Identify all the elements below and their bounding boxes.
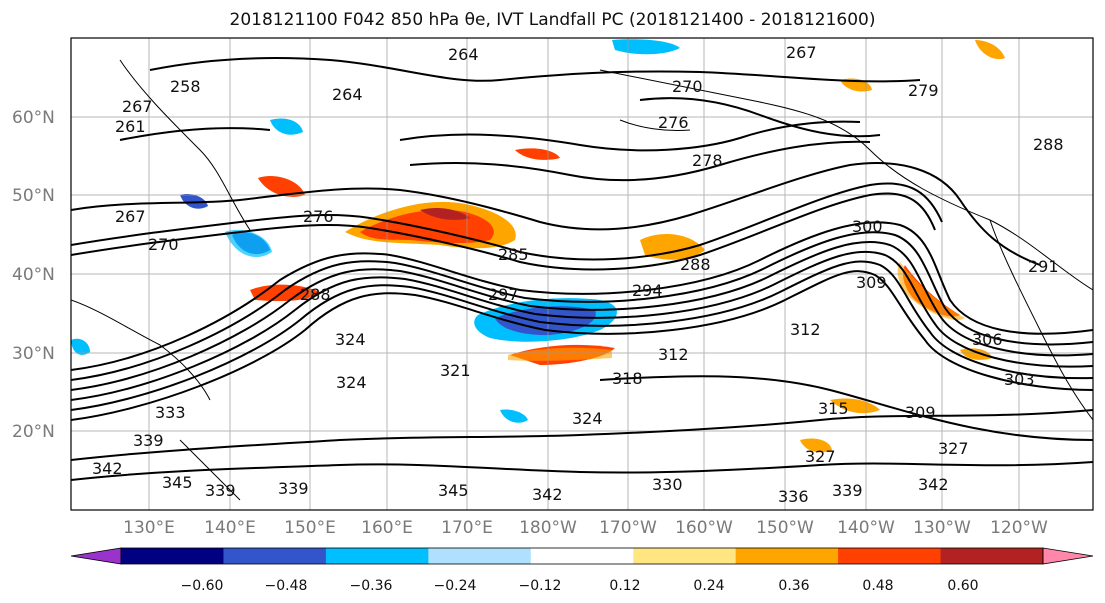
latitude-labels: 60°N 50°N 40°N 30°N 20°N [12,108,55,442]
contour-label: 321 [440,361,471,380]
map-title: 2018121100 F042 850 hPa θe, IVT Landfall… [229,10,876,30]
colorbar-tick-label: 0.60 [947,578,978,594]
contour-label: 309 [856,273,887,292]
contour-label: 339 [133,431,164,450]
contour-label: 258 [170,77,201,96]
lon-label: 160°E [361,518,413,538]
colorbar-tick-label: −0.12 [519,578,562,594]
colorbar-outline [120,547,1044,565]
contour-label: 312 [790,320,821,339]
lon-label: 180°W [519,518,577,538]
lon-label: 160°W [675,518,733,538]
contour-label: 264 [332,85,363,104]
lat-label: 40°N [12,265,55,285]
colorbar-extend-low [70,547,122,565]
colorbar: −0.60 −0.48 −0.36 −0.24 −0.12 0.12 0.24 … [70,547,1094,594]
lon-label: 130°E [123,518,175,538]
lat-label: 60°N [12,108,55,128]
colorbar-tick-label: −0.60 [181,578,224,594]
lat-label: 30°N [12,344,55,364]
contour-label: 342 [92,459,123,478]
contour-label: 261 [115,117,146,136]
longitude-labels: 130°E 140°E 150°E 160°E 170°E 180°W 170°… [123,518,1048,538]
colorbar-segment [530,548,634,564]
colorbar-tick-label: 0.36 [778,578,809,594]
contour-label: 315 [818,399,849,418]
contour-label: 267 [786,43,817,62]
theta-e-contours [71,57,1093,481]
contour-label: 294 [632,281,663,300]
lon-label: 130°W [913,518,971,538]
lon-label: 170°W [599,518,657,538]
contour-label: 303 [1004,370,1035,389]
colorbar-tick-label: 0.24 [693,578,724,594]
contour-label: 264 [448,45,479,64]
map-frame [70,37,1094,511]
contour-label: 288 [680,255,711,274]
contour-label: 267 [115,207,146,226]
contour-label: 276 [658,113,689,132]
colorbar-tick-label: −0.36 [350,578,393,594]
contour-label: 270 [672,77,703,96]
contour-label: 345 [438,481,469,500]
colorbar-segment [838,548,942,564]
contour-label: 297 [488,285,519,304]
contour-label: 318 [612,369,643,388]
contour-label: 285 [498,245,529,264]
contour-label: 278 [692,151,723,170]
colorbar-segment [325,548,429,564]
lon-label: 140°E [204,518,256,538]
contour-label: 270 [148,235,179,254]
contour-label: 333 [155,403,186,422]
lat-label: 20°N [12,422,55,442]
coastlines [71,59,1093,501]
colorbar-extend-high [1042,547,1094,565]
colorbar-tick-label: 0.48 [862,578,893,594]
contour-label: 312 [658,345,689,364]
lon-label: 150°W [756,518,814,538]
lon-label: 140°W [837,518,895,538]
contour-label: 306 [972,330,1003,349]
lat-label: 50°N [12,186,55,206]
contour-label: 267 [122,97,153,116]
contour-label-group: 264 267 276 279 288 258 261 264 270 267 … [92,43,1064,506]
lon-label: 150°E [284,518,336,538]
lon-label: 120°W [990,518,1048,538]
contour-label: 324 [336,373,367,392]
contour-label: 339 [832,481,863,500]
contour-label: 342 [532,485,563,504]
colorbar-segment [735,548,839,564]
colorbar-tick-label: −0.24 [434,578,477,594]
contour-label: 327 [805,447,836,466]
contour-label: 339 [278,479,309,498]
contour-label: 345 [162,473,193,492]
lon-label: 170°E [441,518,493,538]
colorbar-segment [223,548,327,564]
contour-label: 342 [918,475,949,494]
contour-label: 309 [905,403,936,422]
colorbar-segment [121,548,224,564]
contour-label: 276 [303,207,334,226]
contour-label: 324 [572,409,603,428]
contour-label: 336 [778,487,809,506]
contour-label: 291 [1028,257,1059,276]
contour-label: 330 [652,475,683,494]
colorbar-segment [940,548,1044,564]
contour-label: 288 [1033,135,1064,154]
contour-label: 288 [300,285,331,304]
contour-label: 300 [852,217,883,236]
colorbar-tick-label: 0.12 [609,578,640,594]
colorbar-tick-label: −0.48 [265,578,308,594]
colorbar-segment [428,548,532,564]
contour-label: 327 [938,439,969,458]
contour-label: 339 [205,481,236,500]
colorbar-segment [633,548,737,564]
contour-label: 279 [908,81,939,100]
contour-label: 324 [335,330,366,349]
